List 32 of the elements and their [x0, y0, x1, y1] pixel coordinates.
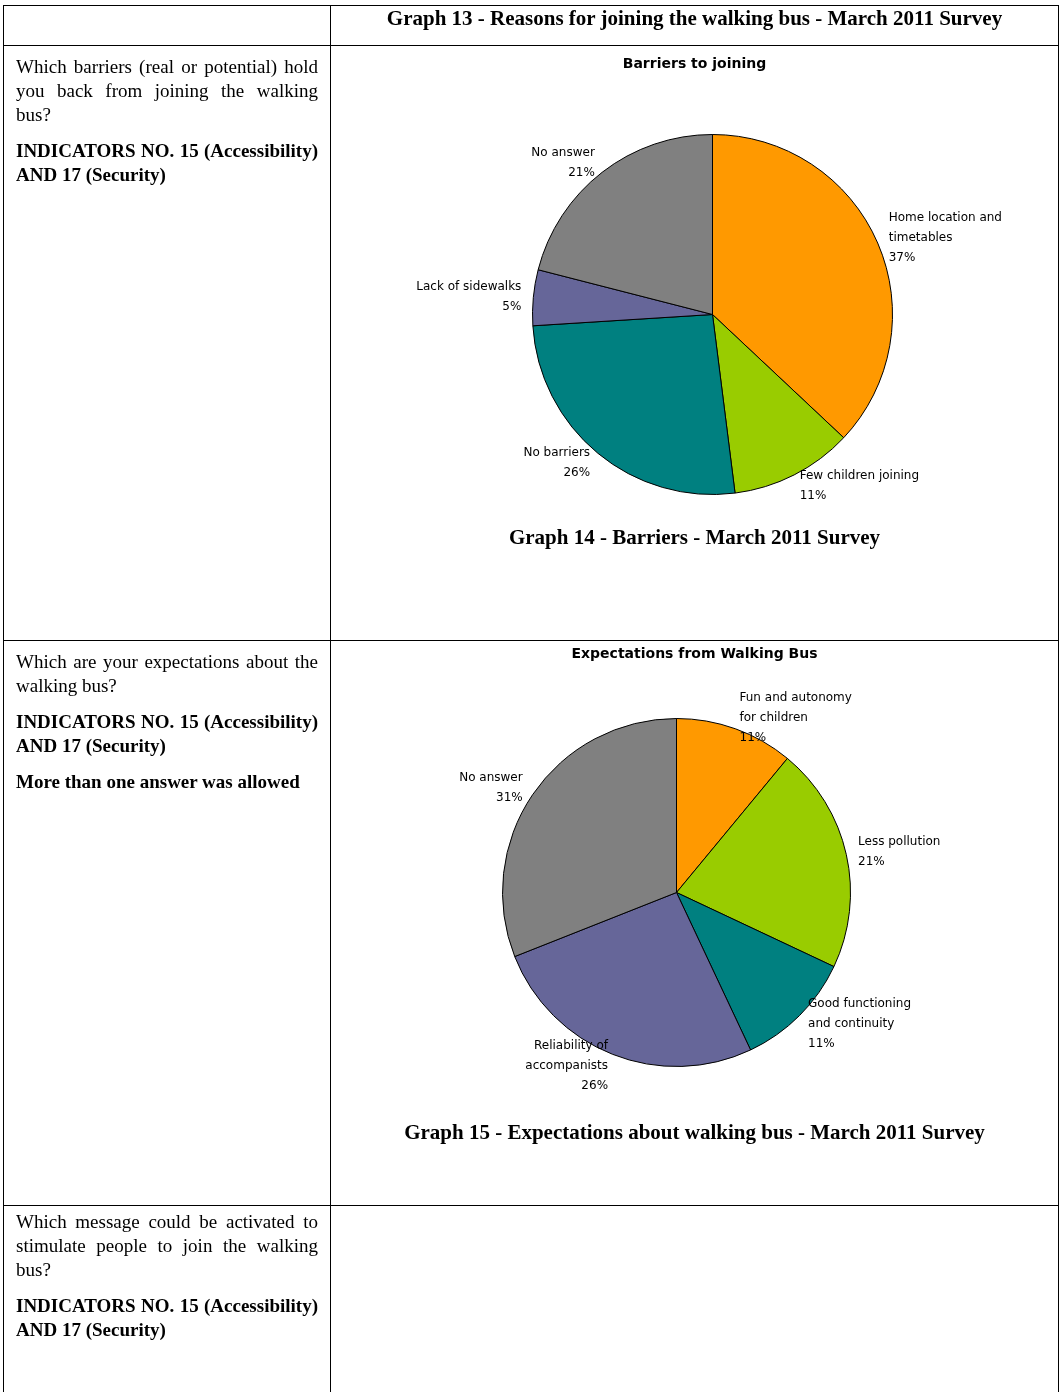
text: More than one answer was allowed [16, 770, 301, 794]
text: Which barriers (real or potential) hold you back from joining the walking bus? [16, 55, 318, 127]
text: INDICATORS NO. 15 (Accessibility) AND 17 (Security) [16, 710, 318, 758]
caption: Graph 13 - Reasons for joining the walking bus - March 2011 Survey [385, 6, 1004, 31]
slice-label: Home location and timetables [888, 210, 1002, 245]
data-label: 11% [808, 1036, 835, 1051]
slice-label: Reliability of accompanists [525, 1037, 609, 1072]
chart-title: Barriers to joining [621, 55, 768, 71]
text: Which message could be activated to stimulate people to join the walking bus? [16, 1210, 318, 1282]
slice-label: Fun and autonomy for children [739, 689, 852, 724]
text: INDICATORS NO. 15 (Accessibility) AND 17 (Security) [16, 1294, 318, 1342]
slice-label: No barriers [523, 444, 591, 459]
data-label: 31% [495, 790, 523, 805]
slice-label: Less pollution [858, 834, 941, 849]
slice-label: Few children joining [799, 467, 920, 482]
data-label: 11% [739, 729, 767, 744]
caption: Graph 15 - Expectations about walking bus - March 2011 Survey [403, 1120, 986, 1145]
slice-label: Good functioning and continuity [808, 996, 912, 1031]
chart-title: Expectations from Walking Bus [570, 645, 819, 661]
text: Which are your expectations about the walking bus? [16, 650, 318, 698]
data-label: 5% [502, 298, 522, 313]
slice-label: No answer [459, 770, 523, 785]
data-label: 11% [799, 487, 827, 502]
caption: Graph 14 - Barriers - March 2011 Survey [507, 525, 882, 550]
slice-label: Lack of sidewalks [416, 278, 522, 293]
data-label: 21% [568, 164, 595, 179]
slice-label: No answer [531, 144, 595, 159]
text: INDICATORS NO. 15 (Accessibility) AND 17 (Security) [16, 139, 318, 187]
data-label: 37% [888, 250, 916, 265]
data-label: 26% [563, 464, 591, 479]
data-label: 21% [858, 854, 885, 869]
data-label: 26% [581, 1077, 609, 1092]
